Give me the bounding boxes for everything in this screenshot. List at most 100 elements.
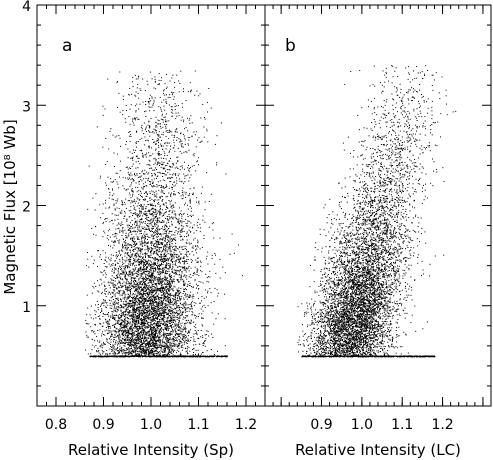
data-point <box>128 263 130 265</box>
data-point <box>140 283 142 285</box>
data-point <box>119 274 121 276</box>
data-point <box>139 253 141 255</box>
data-point <box>174 254 175 256</box>
data-point <box>160 268 162 270</box>
data-point <box>148 106 150 108</box>
data-point <box>148 255 150 257</box>
data-point <box>182 303 184 305</box>
data-point <box>108 338 110 340</box>
data-point <box>186 268 188 270</box>
data-point <box>137 338 139 340</box>
data-point <box>185 308 187 310</box>
data-point <box>193 254 195 256</box>
data-point <box>172 210 174 212</box>
data-point <box>162 319 164 321</box>
data-point <box>165 249 167 251</box>
data-point <box>124 275 126 276</box>
data-point <box>151 106 153 108</box>
data-point <box>123 345 125 347</box>
data-point <box>147 266 149 268</box>
data-point <box>148 287 149 289</box>
data-point <box>137 275 139 277</box>
data-point <box>156 139 158 141</box>
data-point <box>158 351 159 353</box>
data-point <box>135 297 137 299</box>
data-point <box>143 299 145 300</box>
data-point <box>126 286 128 288</box>
data-point <box>207 101 208 103</box>
data-point <box>158 189 160 191</box>
data-point <box>142 268 144 270</box>
data-point <box>141 211 143 212</box>
data-point <box>203 136 205 138</box>
data-point <box>117 342 119 344</box>
data-point <box>154 192 156 194</box>
data-point <box>201 317 203 319</box>
data-point <box>139 286 141 288</box>
data-point <box>163 341 165 343</box>
data-point <box>168 192 170 194</box>
data-point <box>159 247 161 249</box>
data-point <box>172 290 174 292</box>
data-point <box>154 339 156 341</box>
data-point <box>149 220 151 222</box>
data-point <box>105 306 107 308</box>
data-point <box>182 260 184 262</box>
data-point <box>131 330 133 332</box>
data-point <box>112 181 114 183</box>
data-point <box>145 213 147 215</box>
data-point <box>162 267 164 269</box>
data-point <box>190 277 192 278</box>
data-point <box>219 277 221 279</box>
data-point <box>130 244 132 246</box>
data-point <box>135 339 137 340</box>
data-point <box>153 232 155 234</box>
data-point <box>147 270 149 272</box>
data-point <box>145 242 147 244</box>
data-point <box>131 338 133 340</box>
data-point <box>119 294 121 296</box>
data-point <box>169 334 171 336</box>
data-point <box>148 164 150 166</box>
data-point <box>164 260 166 262</box>
data-point <box>129 272 131 274</box>
data-point <box>144 186 146 188</box>
data-point <box>127 344 129 346</box>
data-point <box>181 346 183 348</box>
data-point <box>100 312 101 314</box>
data-point <box>169 303 171 305</box>
data-point <box>147 294 149 296</box>
data-point <box>140 267 142 269</box>
data-point <box>158 315 160 317</box>
data-point <box>174 174 176 176</box>
data-point <box>134 311 136 313</box>
data-point <box>191 122 193 124</box>
data-point <box>100 346 102 348</box>
data-point <box>154 345 156 346</box>
data-point <box>153 335 155 337</box>
data-point <box>154 299 156 301</box>
data-point <box>152 215 154 217</box>
data-point <box>168 332 170 334</box>
data-point <box>106 339 108 341</box>
data-point <box>131 336 133 338</box>
data-point <box>181 272 183 274</box>
data-point <box>135 244 137 246</box>
data-point <box>117 107 118 108</box>
data-point <box>129 226 131 228</box>
data-point <box>155 340 157 342</box>
data-point <box>197 257 199 259</box>
data-point <box>168 215 170 217</box>
data-point <box>119 137 121 139</box>
data-point <box>148 307 150 308</box>
data-point <box>190 242 192 244</box>
data-point <box>157 134 158 136</box>
data-point <box>99 345 101 347</box>
data-point <box>162 173 164 174</box>
data-point <box>200 353 202 355</box>
data-point <box>171 314 173 316</box>
data-point <box>149 160 151 162</box>
data-point <box>124 259 126 261</box>
data-point <box>171 94 173 96</box>
data-point <box>147 308 149 310</box>
